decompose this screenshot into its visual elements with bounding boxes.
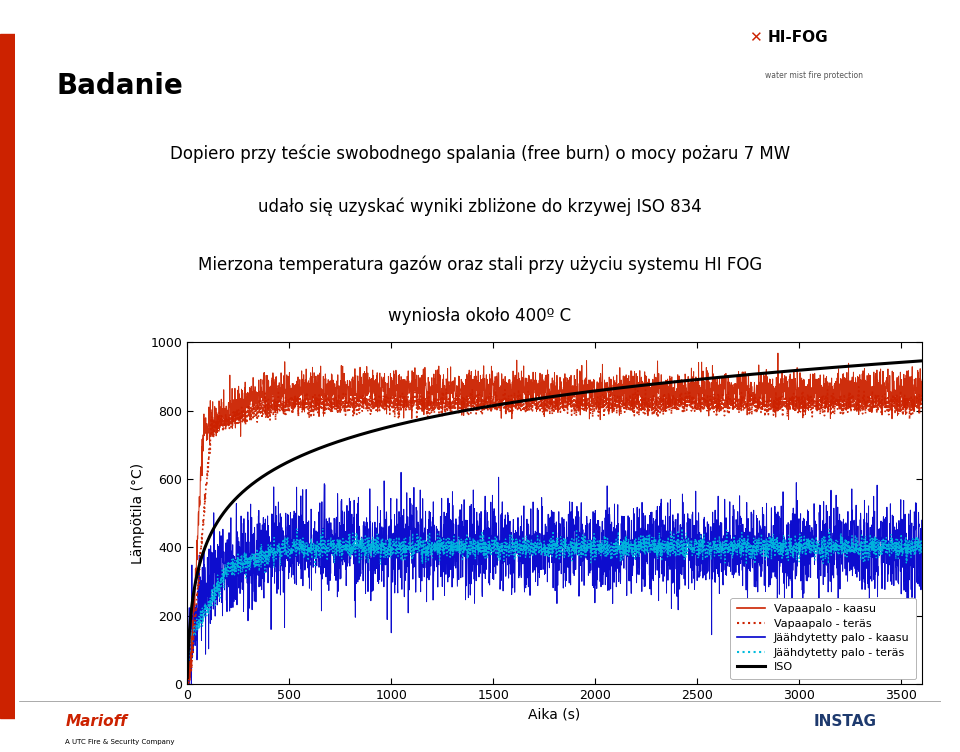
Text: Mierzona temperatura gazów oraz stali przy użyciu systemu HI FOG: Mierzona temperatura gazów oraz stali pr… [198,256,762,274]
ISO [626,382,637,391]
X-axis label: Aika (s): Aika (s) [528,708,581,722]
Jäähdytetty palo - teräs [916,541,927,550]
ISO [181,673,193,682]
ISO [638,381,650,390]
Jäähdytetty palo - kaasu [181,677,193,686]
ISO [387,421,398,430]
Jäähdytetty palo - kaasu [916,542,927,551]
Vapaapalo - kaasu [847,372,858,381]
Legend: Vapaapalo - kaasu, Vapaapalo - teräs, Jäähdytetty palo - kaasu, Jäähdytetty palo: Vapaapalo - kaasu, Vapaapalo - teräs, Jä… [731,598,916,679]
Jäähdytetty palo - kaasu [916,516,927,525]
Vapaapalo - teräs [846,401,857,410]
Text: INSTAG: INSTAG [813,714,876,729]
Line: Jäähdytetty palo - teräs: Jäähdytetty palo - teräs [187,529,922,684]
Jäähdytetty palo - kaasu [182,680,194,689]
Vapaapalo - teräs [853,382,865,391]
Vapaapalo - kaasu [387,378,398,387]
Vapaapalo - teräs [638,402,650,411]
ISO [915,356,926,365]
Vapaapalo - kaasu [772,349,783,358]
Jäähdytetty palo - kaasu [387,529,398,538]
Text: Marioff: Marioff [65,714,127,729]
Jäähdytetty palo - kaasu [626,552,637,561]
Vapaapalo - kaasu [626,384,637,393]
Vapaapalo - teräs [626,397,637,406]
Jäähdytetty palo - teräs [181,680,193,689]
Line: Vapaapalo - kaasu: Vapaapalo - kaasu [187,353,922,684]
Text: Dopiero przy teście swobodnego spalania (free burn) o mocy pożaru 7 MW: Dopiero przy teście swobodnego spalania … [170,144,790,163]
Line: Vapaapalo - teräs: Vapaapalo - teräs [187,387,922,684]
Vapaapalo - teräs [916,400,927,409]
Vapaapalo - teräs [339,402,350,411]
Jäähdytetty palo - teräs [387,546,398,555]
Jäähdytetty palo - kaasu [847,505,858,514]
ISO [339,435,350,444]
Vapaapalo - teräs [916,406,927,415]
Jäähdytetty palo - teräs [847,531,858,540]
Vapaapalo - teräs [387,401,398,410]
Vapaapalo - kaasu [916,389,927,398]
Text: A UTC Fire & Security Company: A UTC Fire & Security Company [65,739,175,744]
Vapaapalo - kaasu [339,381,350,390]
Text: wyniosła około 400º C: wyniosła około 400º C [389,307,571,325]
Vapaapalo - kaasu [181,679,193,688]
Jäähdytetty palo - kaasu [638,548,650,557]
Jäähdytetty palo - teräs [638,535,650,544]
Vapaapalo - teräs [181,680,193,689]
Text: Badanie: Badanie [57,71,183,100]
Text: water mist fire protection: water mist fire protection [765,71,863,80]
Text: udało się uzyskać wyniki zbliżone do krzywej ISO 834: udało się uzyskać wyniki zbliżone do krz… [258,197,702,216]
ISO [916,356,927,365]
Line: Jäähdytetty palo - kaasu: Jäähdytetty palo - kaasu [187,472,922,684]
Jäähdytetty palo - teräs [676,524,687,533]
Jäähdytetty palo - kaasu [339,557,350,566]
Line: ISO: ISO [187,361,922,678]
ISO [846,362,857,371]
Text: ✕: ✕ [750,30,762,45]
Jäähdytetty palo - kaasu [396,468,407,477]
Vapaapalo - kaasu [916,383,927,392]
Vapaapalo - kaasu [638,385,650,394]
Jäähdytetty palo - teräs [916,549,927,558]
Y-axis label: Lämpötila (°C): Lämpötila (°C) [131,462,145,564]
Jäähdytetty palo - teräs [626,538,637,547]
Vapaapalo - kaasu [181,675,193,684]
Jäähdytetty palo - teräs [339,544,350,553]
Text: HI-FOG: HI-FOG [768,30,828,45]
